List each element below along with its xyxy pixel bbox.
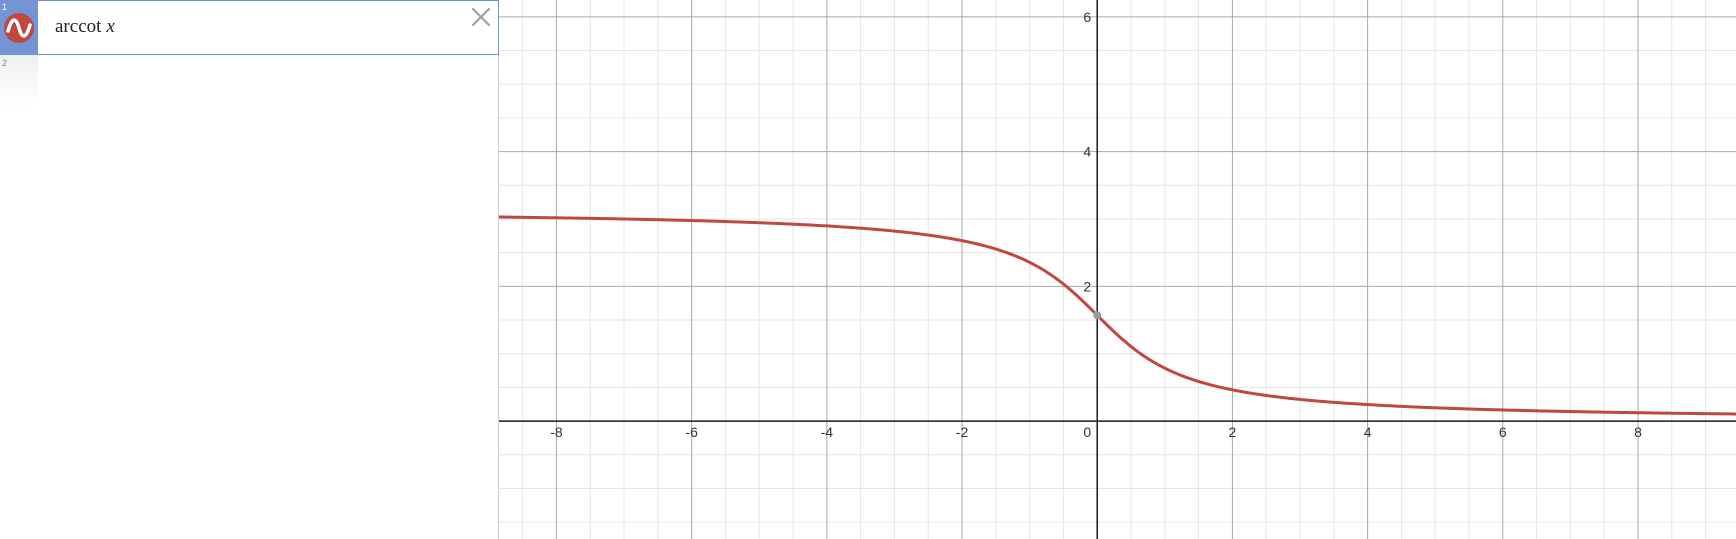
function-variable: x — [106, 16, 115, 37]
y-tick-label: 2 — [1083, 278, 1091, 294]
expression-input-box[interactable] — [0, 0, 499, 55]
x-tick-label: 4 — [1364, 424, 1372, 440]
expression-tab-2[interactable]: 2 — [0, 55, 38, 107]
y-tick-label: 6 — [1083, 9, 1091, 25]
expression-index: 2 — [2, 58, 8, 68]
sine-wave-icon[interactable] — [4, 13, 34, 43]
x-tick-label: 0 — [1083, 424, 1091, 440]
expression-formula[interactable]: arccot x — [55, 16, 115, 38]
x-tick-label: 2 — [1229, 424, 1237, 440]
y-intercept-point — [1093, 311, 1102, 320]
function-name: arccot — [55, 16, 102, 37]
expression-tab-1[interactable]: 1 — [0, 0, 38, 55]
x-tick-label: 8 — [1634, 424, 1642, 440]
graph-canvas[interactable]: -8 -6 -4 -2 0 2 4 6 8 2 4 6 — [499, 0, 1736, 539]
x-tick-label: -4 — [821, 424, 834, 440]
close-icon[interactable] — [469, 5, 493, 29]
series-line-arccot — [499, 215, 1736, 416]
x-tick-label: 6 — [1499, 424, 1507, 440]
expression-row-1[interactable]: 1 arccot x — [0, 0, 499, 55]
y-tick-label: 4 — [1083, 144, 1091, 160]
expression-list: 1 arccot x 2 — [0, 0, 499, 539]
expression-index: 1 — [2, 2, 8, 12]
x-tick-label: -2 — [956, 424, 969, 440]
x-tick-label: -6 — [685, 424, 698, 440]
x-tick-label: -8 — [550, 424, 563, 440]
graph-paper[interactable]: -8 -6 -4 -2 0 2 4 6 8 2 4 6 — [499, 0, 1736, 539]
